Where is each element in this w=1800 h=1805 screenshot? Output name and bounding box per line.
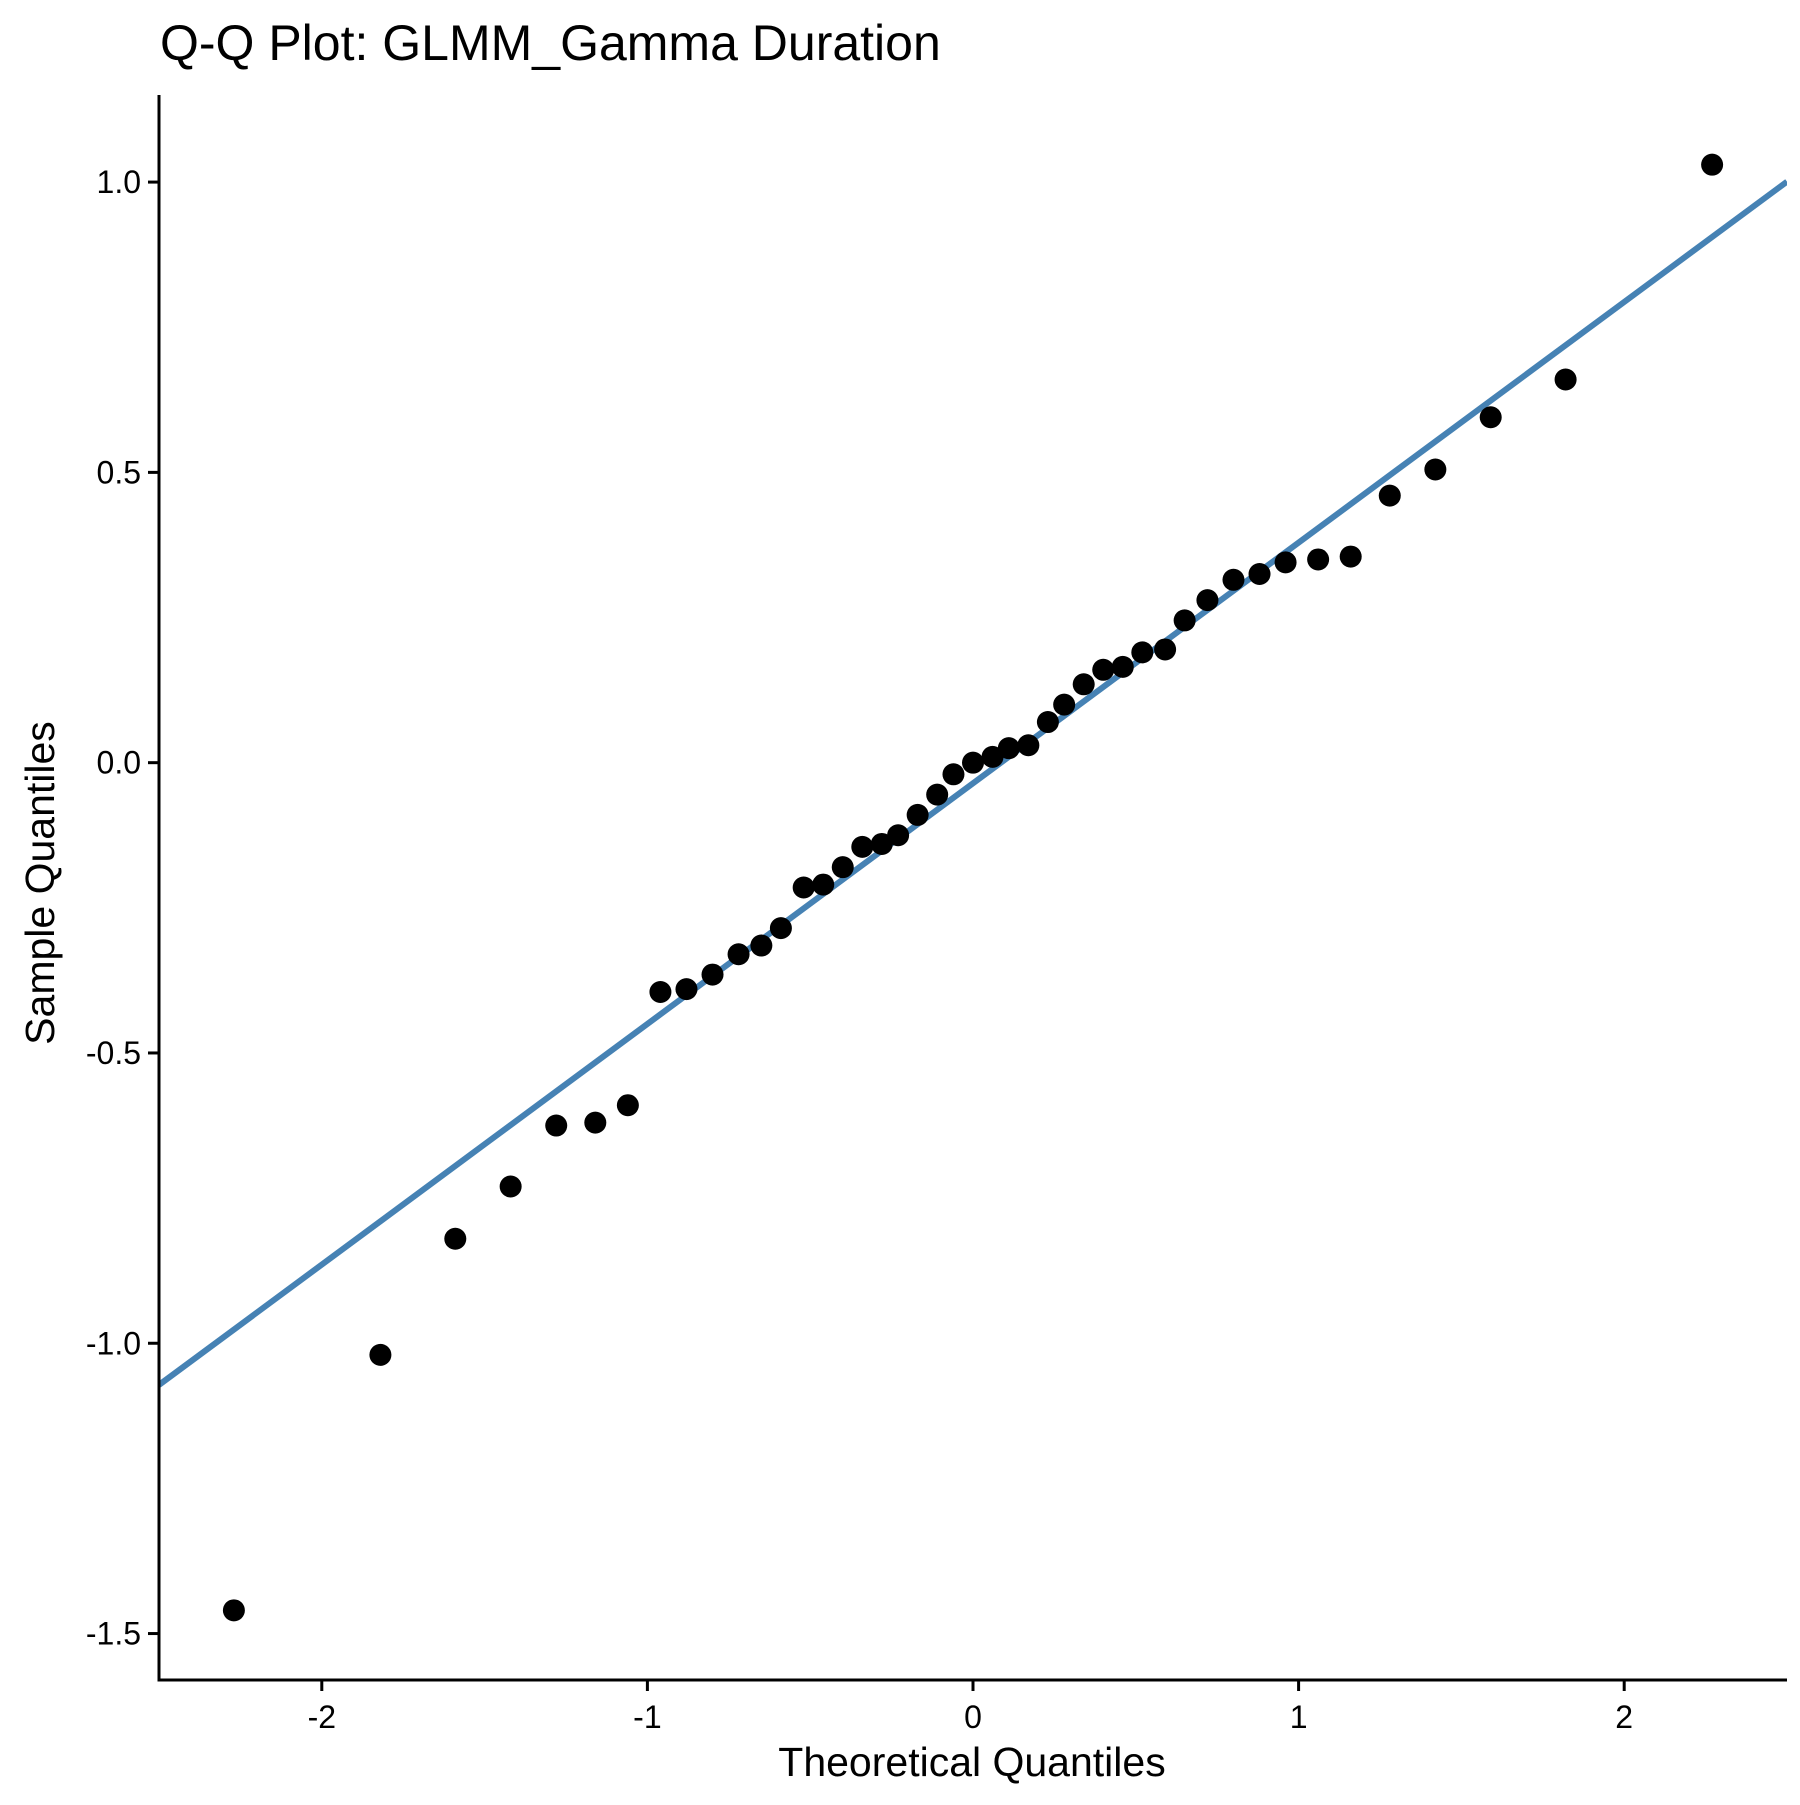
data-point bbox=[727, 943, 750, 966]
y-tick-label: -1.5 bbox=[86, 1616, 141, 1652]
data-point bbox=[584, 1111, 607, 1134]
data-point bbox=[870, 832, 893, 855]
data-point bbox=[1339, 545, 1362, 568]
data-point bbox=[545, 1114, 568, 1137]
data-point bbox=[962, 751, 984, 774]
data-point bbox=[649, 981, 672, 1004]
data-point bbox=[851, 835, 874, 858]
data-point bbox=[887, 824, 910, 847]
data-point bbox=[1424, 458, 1447, 481]
y-tick-label: 0.0 bbox=[97, 745, 141, 781]
data-point bbox=[1072, 673, 1095, 696]
data-point bbox=[792, 876, 815, 899]
y-tick-label: -0.5 bbox=[86, 1035, 141, 1071]
data-point bbox=[1196, 589, 1219, 612]
x-tick-label: 2 bbox=[1615, 1699, 1633, 1735]
axes: -2 -1 0 1 2 -1.5 -1.0 -0.5 0.0 0.5 1.0 bbox=[86, 95, 1787, 1735]
data-point bbox=[1154, 638, 1177, 661]
data-point bbox=[997, 737, 1020, 760]
data-point bbox=[926, 783, 949, 806]
data-point bbox=[906, 803, 929, 826]
data-point bbox=[444, 1227, 467, 1250]
data-point bbox=[831, 856, 854, 879]
data-point bbox=[942, 763, 965, 786]
data-point bbox=[769, 917, 792, 940]
data-point bbox=[369, 1343, 392, 1366]
reference-line bbox=[159, 179, 1787, 1388]
data-point bbox=[981, 745, 1004, 768]
x-tick-label: 1 bbox=[1290, 1699, 1308, 1735]
x-tick-label: -2 bbox=[308, 1699, 336, 1735]
data-point bbox=[1053, 693, 1076, 716]
data-point bbox=[1173, 609, 1196, 632]
data-point bbox=[1036, 711, 1059, 734]
y-axis-title: Sample Quantiles bbox=[17, 721, 63, 1045]
data-point bbox=[1248, 562, 1271, 585]
y-tick-label: 1.0 bbox=[97, 164, 141, 200]
data-point bbox=[812, 873, 835, 896]
y-tick-label: 0.5 bbox=[97, 454, 141, 490]
data-point bbox=[750, 934, 773, 957]
data-point bbox=[1017, 734, 1040, 757]
data-point bbox=[616, 1094, 639, 1117]
plot-area bbox=[159, 153, 1787, 1622]
chart-title: Q-Q Plot: GLMM_Gamma Duration bbox=[160, 15, 941, 71]
x-axis-title: Theoretical Quantiles bbox=[778, 1739, 1165, 1785]
data-point bbox=[499, 1175, 522, 1198]
data-point bbox=[1092, 658, 1115, 681]
data-point bbox=[1479, 406, 1502, 429]
y-tick-label: -1.0 bbox=[86, 1325, 141, 1361]
data-point bbox=[1701, 153, 1724, 176]
x-tick-label: 0 bbox=[964, 1699, 982, 1735]
data-point bbox=[1378, 484, 1401, 507]
data-point bbox=[1111, 655, 1134, 678]
data-point bbox=[1222, 568, 1245, 591]
data-point bbox=[675, 978, 698, 1001]
data-point bbox=[1131, 641, 1154, 664]
data-point bbox=[222, 1599, 245, 1622]
x-tick-label: -1 bbox=[633, 1699, 661, 1735]
data-point bbox=[1307, 548, 1330, 571]
data-point bbox=[701, 963, 724, 986]
data-point bbox=[1554, 368, 1577, 391]
data-point bbox=[1274, 551, 1297, 574]
